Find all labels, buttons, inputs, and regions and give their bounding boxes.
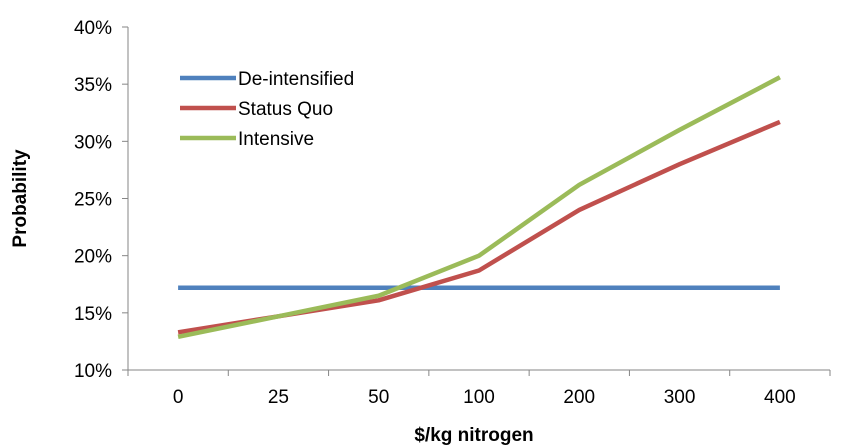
y-axis-title: Probability: [10, 149, 31, 248]
series-layer: [177, 75, 781, 340]
x-tick-label: 0: [173, 387, 184, 408]
x-tick-label: 50: [368, 387, 389, 408]
y-tick-label: 15%: [74, 304, 112, 325]
y-tick-label: 10%: [74, 361, 112, 382]
y-tick-label: 20%: [74, 247, 112, 268]
x-tick-label: 300: [664, 387, 696, 408]
axes: 10% 15% 20% 25% 30% 35% 40% 0 25 50 100 200 300 400: [74, 18, 831, 408]
y-tick-label: 35%: [74, 75, 112, 96]
legend-label: Intensive: [238, 129, 314, 150]
x-tick-label: 200: [563, 387, 595, 408]
x-tick-label: 100: [463, 387, 495, 408]
legend: De-intensified Status Quo Intensive: [180, 69, 354, 150]
x-tick-label: 400: [764, 387, 796, 408]
series-line: [177, 119, 781, 335]
legend-label: Status Quo: [238, 99, 333, 120]
legend-label: De-intensified: [238, 69, 354, 90]
series-line: [177, 75, 781, 340]
y-tick-label: 25%: [74, 190, 112, 211]
x-tick-label: 25: [268, 387, 289, 408]
x-axis-title: $/kg nitrogen: [414, 425, 533, 446]
y-tick-label: 40%: [74, 18, 112, 39]
y-tick-label: 30%: [74, 132, 112, 153]
